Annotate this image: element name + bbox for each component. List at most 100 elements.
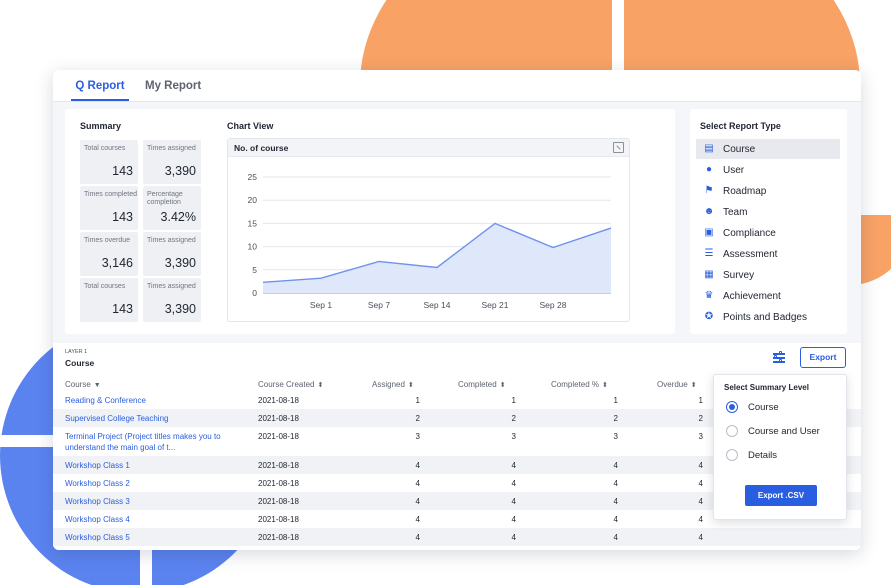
tile-label: Times assigned — [147, 145, 196, 152]
summary-tile: Times completed 143 — [80, 186, 138, 230]
summary-chart-panel: Summary Total courses 143 Times assigned… — [65, 109, 675, 334]
summary-tile: Total courses 143 — [80, 140, 138, 184]
summary-level-title: Select Summary Level — [724, 383, 809, 392]
sort-icon: ⬍ — [602, 382, 608, 389]
x-tick-label: Sep 14 — [424, 300, 451, 310]
report-type-points-and-badges[interactable]: ✪ Points and Badges — [696, 307, 840, 327]
tile-label: Percentage completion — [147, 191, 183, 206]
course-link[interactable]: Workshop Class 3 — [65, 497, 130, 506]
report-type-compliance[interactable]: ▣ Compliance — [696, 223, 840, 243]
radio-course-and-user[interactable] — [726, 425, 738, 437]
completed-cell: 2 — [511, 414, 516, 423]
decorative-gap — [612, 0, 624, 80]
summary-tile: Percentage completion 3.42% — [143, 186, 201, 230]
column-header-overdue[interactable]: Overdue ⬍ — [657, 380, 697, 389]
completed-cell: 4 — [511, 533, 516, 542]
report-type-title: Select Report Type — [700, 121, 781, 131]
pct-cell: 4 — [613, 479, 618, 488]
course-created-cell: 2021-08-18 — [258, 515, 299, 524]
tile-label: Times assigned — [147, 237, 196, 244]
table-row: Workshop Class 2 2021-08-18 4 4 4 4 — [53, 474, 861, 492]
decorative-gap — [0, 435, 60, 447]
completed-cell: 3 — [511, 432, 516, 441]
overdue-cell: 4 — [698, 479, 703, 488]
column-header-assigned[interactable]: Assigned ⬍ — [372, 380, 414, 389]
course-link[interactable]: Workshop Class 2 — [65, 479, 130, 488]
course-link[interactable]: Workshop Class 1 — [65, 461, 130, 470]
report-type-survey[interactable]: ▦ Survey — [696, 265, 840, 285]
radio-course[interactable] — [726, 401, 738, 413]
table-row: Supervised College Teaching 2021-08-18 2 2 2… — [53, 409, 861, 427]
report-type-label: Course — [723, 144, 756, 155]
tile-value: 3,390 — [164, 164, 196, 178]
column-header-created[interactable]: Course Created ⬍ — [258, 380, 323, 389]
expand-icon[interactable] — [613, 142, 624, 153]
summary-level-dropdown: Select Summary Level Course Course and U… — [713, 374, 847, 520]
filter-settings-icon[interactable] — [772, 351, 786, 365]
report-type-label: Roadmap — [723, 186, 767, 197]
summary-tile: Times overdue 3,146 — [80, 232, 138, 276]
column-header-completed[interactable]: Completed ⬍ — [458, 380, 506, 389]
tile-value: 3,390 — [164, 302, 196, 316]
pct-cell: 4 — [613, 461, 618, 470]
tab-q-report[interactable]: Q Report — [71, 70, 129, 101]
column-header-label: Course Created — [258, 380, 315, 389]
export-button[interactable]: Export — [800, 347, 846, 368]
tile-value: 3.42% — [160, 210, 196, 224]
radio-label-details: Details — [748, 450, 778, 461]
column-header-completed-pct[interactable]: Completed % ⬍ — [551, 380, 608, 389]
tile-value: 3,146 — [101, 256, 133, 270]
course-created-cell: 2021-08-18 — [258, 414, 299, 423]
overdue-cell: 4 — [698, 461, 703, 470]
pct-cell: 4 — [613, 533, 618, 542]
y-tick-label: 20 — [248, 195, 258, 205]
table-row: Workshop Class 5 2021-08-18 4 4 4 4 — [53, 528, 861, 546]
chart-container: No. of course 0 5 10 15 20 25 Sep 1 Sep 7 Sep 14… — [227, 138, 630, 322]
assigned-cell: 4 — [415, 461, 420, 470]
column-header-label: Completed % — [551, 380, 600, 389]
export-csv-button[interactable]: Export .CSV — [745, 485, 817, 506]
report-type-user[interactable]: ● User — [696, 160, 840, 180]
course-link[interactable]: Supervised College Teaching — [65, 414, 169, 423]
pct-cell: 4 — [613, 515, 618, 524]
report-type-team[interactable]: ☻ Team — [696, 202, 840, 222]
report-type-assessment[interactable]: ☰ Assessment — [696, 244, 840, 264]
course-icon: ▤ — [704, 143, 714, 154]
report-type-label: Assessment — [723, 249, 778, 260]
chart-header: No. of course — [228, 139, 629, 157]
report-type-course[interactable]: ▤ Course — [696, 139, 840, 159]
table-row: Workshop Class 3 2021-08-18 4 4 4 4 — [53, 492, 861, 510]
course-link[interactable]: Terminal Project (Project titles makes y… — [65, 432, 221, 452]
pct-cell: 2 — [613, 414, 618, 423]
report-type-roadmap[interactable]: ⚑ Roadmap — [696, 181, 840, 201]
course-link[interactable]: Workshop Class 4 — [65, 515, 130, 524]
table-row: Workshop Class 1 2021-08-18 4 4 4 4 — [53, 456, 861, 474]
chart-title: No. of course — [234, 143, 289, 153]
completed-cell: 4 — [511, 461, 516, 470]
assigned-cell: 4 — [415, 497, 420, 506]
radio-label-course: Course — [748, 402, 779, 413]
radio-details[interactable] — [726, 449, 738, 461]
table-row: Reading & Conference 2021-08-18 1 1 1 1 — [53, 391, 861, 409]
tile-label: Times completed — [84, 191, 138, 198]
report-type-label: User — [723, 165, 745, 176]
course-link[interactable]: Reading & Conference — [65, 396, 146, 405]
course-link[interactable]: Workshop Class 5 — [65, 533, 130, 542]
area-fill — [263, 223, 611, 293]
tile-label: Total courses — [84, 145, 126, 152]
sort-down-icon: ▼ — [93, 382, 101, 389]
assigned-cell: 1 — [415, 396, 420, 405]
sort-icon: ⬍ — [499, 382, 506, 389]
column-header-label: Course — [65, 380, 91, 389]
column-header-label: Assigned — [372, 380, 405, 389]
pct-cell: 3 — [613, 432, 618, 441]
trophy-icon: ♛ — [704, 290, 714, 301]
layer-label: LAYER 1 — [65, 349, 88, 355]
compliance-icon: ▣ — [704, 227, 714, 238]
completed-cell: 4 — [511, 479, 516, 488]
completed-cell: 4 — [511, 515, 516, 524]
column-header-course[interactable]: Course ▼ — [65, 380, 101, 389]
report-type-achievement[interactable]: ♛ Achievement — [696, 286, 840, 306]
line-chart: 0 5 10 15 20 25 Sep 1 Sep 7 Sep 14 Sep 21 Sep 28 — [248, 172, 612, 310]
tab-my-report[interactable]: My Report — [145, 80, 202, 92]
